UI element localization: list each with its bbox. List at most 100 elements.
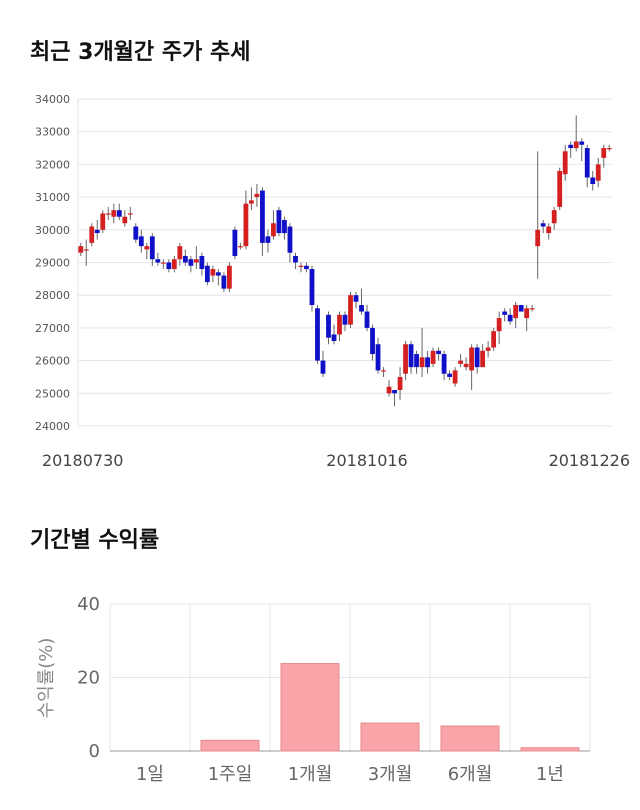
- candle-body: [304, 265, 309, 270]
- candle-body: [529, 308, 535, 310]
- candle-body: [381, 370, 386, 372]
- y-tick-label: 28000: [35, 289, 70, 302]
- candle-body: [436, 350, 441, 355]
- y-tick-label: 27000: [35, 322, 70, 335]
- candle-body: [331, 334, 337, 341]
- candle-body: [111, 210, 117, 217]
- x-category-label: 1주일: [208, 764, 253, 785]
- candle-body: [496, 318, 502, 332]
- candle-body: [392, 390, 397, 394]
- candle-body: [315, 308, 320, 361]
- candle-body: [474, 347, 480, 368]
- candle-body: [507, 314, 513, 322]
- candle-body: [171, 259, 177, 270]
- candle-body: [127, 213, 133, 215]
- candle-body: [238, 246, 243, 248]
- candle-body: [249, 200, 254, 204]
- candle-body: [557, 170, 563, 207]
- candle-body: [94, 229, 100, 234]
- y-tick-label: 30000: [35, 224, 70, 237]
- candle-body: [452, 370, 458, 384]
- y-tick-label: 32000: [35, 158, 70, 171]
- candle-body: [138, 236, 144, 247]
- candle-body: [518, 305, 524, 312]
- candle-body: [491, 331, 497, 348]
- candle-body: [188, 259, 194, 266]
- candle-body: [463, 363, 469, 368]
- candle-body: [326, 314, 331, 338]
- candle-body: [419, 357, 425, 368]
- candle-body: [337, 314, 342, 335]
- candle-body: [551, 210, 557, 224]
- candle-body: [359, 305, 364, 312]
- candle-body: [364, 311, 370, 328]
- candle-body: [430, 350, 436, 364]
- y-tick-label: 31000: [35, 191, 70, 204]
- candle-body: [243, 203, 249, 247]
- candle-body: [204, 265, 210, 283]
- candle-body: [282, 219, 287, 234]
- candle-body: [584, 148, 590, 178]
- candle-body: [133, 226, 139, 240]
- candle-body: [166, 262, 172, 270]
- stock-candlestick-chart: 34000 33000 32000 31000 30000 29000 28000 27000…: [35, 93, 630, 470]
- y-tick-label: 24000: [35, 420, 70, 433]
- candle-body: [309, 269, 315, 306]
- y-tick-label: 29000: [35, 257, 70, 270]
- y-axis-title: 수익률(%): [36, 638, 57, 719]
- candle-body: [414, 354, 419, 368]
- candle-body: [535, 229, 541, 247]
- period-return-title: 기간별 수익률: [30, 528, 160, 553]
- y-tick-label: 33000: [35, 126, 70, 139]
- x-date-label: 20181226: [549, 451, 630, 470]
- return-bar: [440, 725, 500, 752]
- candle-body: [425, 357, 430, 368]
- candle-body: [502, 311, 508, 315]
- x-date-label: 20180730: [42, 451, 123, 470]
- candle-body: [590, 177, 596, 185]
- candle-body: [606, 148, 612, 150]
- candle-body: [293, 255, 298, 263]
- x-category-label: 1개월: [288, 764, 333, 785]
- y-tick-label: 0: [89, 741, 100, 762]
- x-date-label: 20181016: [326, 451, 407, 470]
- x-category-label: 3개월: [368, 764, 413, 785]
- return-bar: [280, 663, 340, 752]
- candle-body: [524, 308, 530, 319]
- candle-body: [573, 141, 579, 149]
- y-tick-label: 34000: [35, 93, 70, 106]
- candle-body: [177, 246, 183, 260]
- stock-trend-title: 최근 3개월간 주가 추세: [30, 40, 251, 65]
- x-category-label: 1년: [536, 764, 564, 785]
- candle-body: [105, 213, 111, 215]
- candle-body: [447, 373, 452, 377]
- candle-body: [298, 265, 304, 267]
- candle-body: [232, 229, 238, 256]
- candle-body: [210, 269, 216, 276]
- x-category-label: 6개월: [448, 764, 493, 785]
- candle-body: [546, 226, 552, 234]
- candle-body: [370, 327, 375, 355]
- candle-body: [342, 314, 348, 325]
- candle-body: [155, 259, 161, 263]
- y-tick-label: 40: [77, 594, 100, 615]
- candle-body: [375, 344, 381, 371]
- candle-body: [485, 347, 491, 351]
- candle-body: [458, 360, 464, 364]
- candle-body: [601, 148, 607, 158]
- y-tick-label: 26000: [35, 355, 70, 368]
- candle-body: [568, 144, 574, 149]
- candle-body: [78, 246, 84, 253]
- x-category-label: 1일: [136, 764, 164, 785]
- candle-body: [265, 236, 271, 243]
- candle-body: [226, 265, 232, 289]
- return-bar: [200, 739, 260, 752]
- candle-body: [271, 223, 276, 237]
- candle-body: [469, 347, 475, 371]
- candle-body: [116, 210, 122, 217]
- candle-body: [480, 350, 486, 368]
- candle-body: [193, 259, 199, 263]
- candle-body: [260, 190, 265, 243]
- return-bar: [360, 722, 420, 752]
- candle-body: [100, 213, 106, 230]
